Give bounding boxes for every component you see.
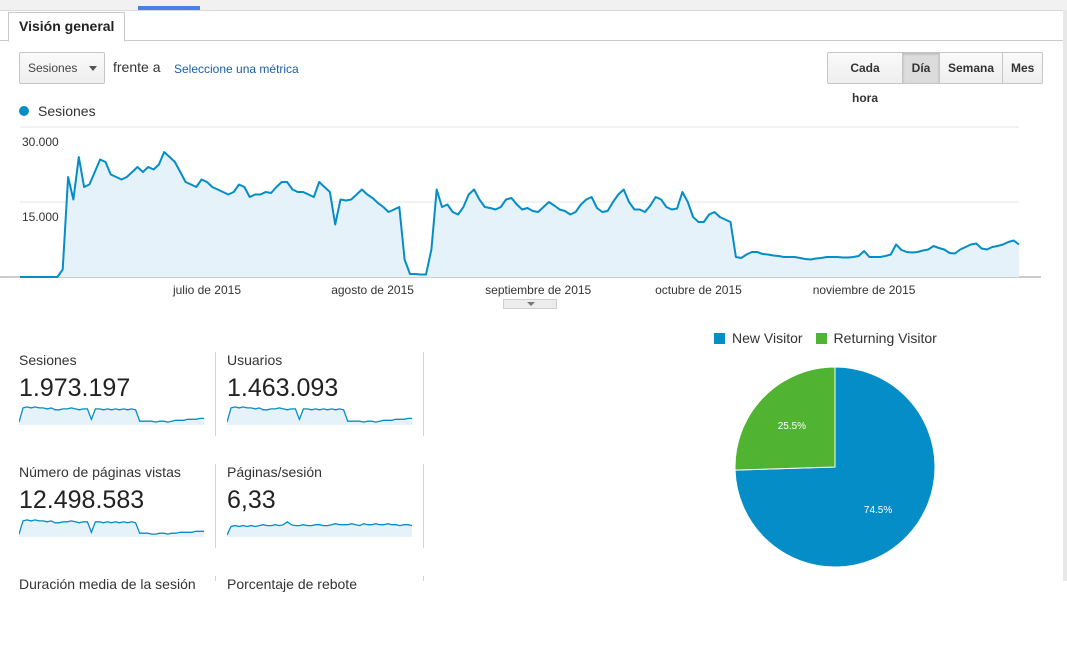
scorecard[interactable]: Porcentaje de rebote <box>227 576 423 658</box>
legend-dot-icon <box>19 106 29 116</box>
scorecard-label: Sesiones <box>19 352 77 368</box>
scorecard[interactable]: Páginas/sesión 6,33 <box>227 464 423 546</box>
pie-slice-label: 25.5% <box>778 421 806 432</box>
active-section-indicator <box>138 6 200 10</box>
sparkline-line <box>227 520 413 536</box>
sparkline-area <box>19 406 204 425</box>
scorecard[interactable]: Usuarios 1.463.093 <box>227 352 423 434</box>
scorecard-label: Número de páginas vistas <box>19 464 181 480</box>
tile-divider <box>215 464 216 548</box>
tile-divider <box>423 352 424 436</box>
metric-dropdown[interactable]: Sesiones <box>19 52 105 84</box>
scorecard-value: 6,33 <box>227 486 276 514</box>
top-bar <box>0 0 1067 11</box>
scorecard[interactable]: Duración media de la sesión <box>19 576 215 658</box>
pie-slice-1 <box>734 366 836 471</box>
sparkline <box>19 406 204 425</box>
visitor-type-pie: 74.5% 25.5% <box>734 366 936 568</box>
tile-divider <box>215 352 216 436</box>
scorecard-label: Porcentaje de rebote <box>227 576 357 592</box>
sparkline-line <box>19 519 204 535</box>
sessions-chart: 30.000 15.000 julio de 2015 agosto de 2015… <box>0 126 1041 297</box>
sparkline <box>227 520 413 537</box>
period-hourly-button[interactable]: Cada hora <box>827 52 903 105</box>
versus-label: frente a <box>113 59 161 75</box>
pie-legend-new-label: New Visitor <box>732 330 803 346</box>
period-week-button[interactable]: Semana <box>939 52 1003 84</box>
x-tick-label: agosto de 2015 <box>331 283 414 297</box>
pie-slice-label: 74.5% <box>864 505 892 516</box>
x-tick-label: noviembre de 2015 <box>813 283 916 297</box>
tab-overview[interactable]: Visión general <box>8 12 126 42</box>
scorecard-value: 1.463.093 <box>227 374 339 402</box>
pie-legend-returning-label: Returning Visitor <box>833 330 937 346</box>
y-tick-label: 15.000 <box>22 210 59 224</box>
sparkline <box>227 406 412 425</box>
scrollbar-track[interactable] <box>1063 10 1067 581</box>
scorecard-value: 1.973.197 <box>19 374 131 402</box>
legend-swatch-icon <box>714 332 725 344</box>
pie-legend: New Visitor Returning Visitor <box>714 330 950 346</box>
scorecard[interactable]: Sesiones 1.973.197 <box>19 352 215 434</box>
tab-strip: Visión general <box>0 10 1067 42</box>
period-selector: Cada hora Día Semana Mes <box>827 52 1043 105</box>
pie-legend-returning: Returning Visitor <box>815 330 937 346</box>
select-metric-link[interactable]: Seleccione una métrica <box>174 62 299 76</box>
legend-swatch-icon <box>815 332 827 344</box>
series-area <box>20 152 1019 277</box>
x-tick-label: octubre de 2015 <box>655 283 742 297</box>
series-line <box>20 151 1020 278</box>
legend-label-sessions: Sesiones <box>38 103 96 119</box>
y-tick-label: 30.000 <box>22 135 59 149</box>
scorecard-label: Páginas/sesión <box>227 464 322 480</box>
chart-collapse-toggle[interactable] <box>503 299 557 309</box>
period-month-button[interactable]: Mes <box>1002 52 1043 84</box>
pie-legend-new: New Visitor <box>714 330 803 346</box>
sparkline-area <box>227 406 412 425</box>
scorecard-label: Usuarios <box>227 352 283 368</box>
scorecard-value: 12.498.583 <box>19 486 145 514</box>
chart-legend: Sesiones <box>19 103 96 119</box>
scorecard-label: Duración media de la sesión <box>19 576 196 592</box>
period-day-button[interactable]: Día <box>902 52 940 84</box>
tile-divider <box>215 576 216 581</box>
sparkline-line <box>19 406 204 423</box>
x-tick-label: septiembre de 2015 <box>485 283 591 297</box>
sparkline-area <box>19 519 204 537</box>
sparkline-line <box>227 406 412 423</box>
tile-divider <box>423 464 424 548</box>
metric-dropdown-value: Sesiones <box>28 61 78 75</box>
scorecard[interactable]: Número de páginas vistas 12.498.583 <box>19 464 215 546</box>
tile-divider <box>423 576 424 581</box>
caret-down-icon <box>527 302 535 306</box>
x-tick-label: julio de 2015 <box>172 283 241 297</box>
sparkline <box>19 519 204 537</box>
chevron-down-icon <box>89 66 97 71</box>
